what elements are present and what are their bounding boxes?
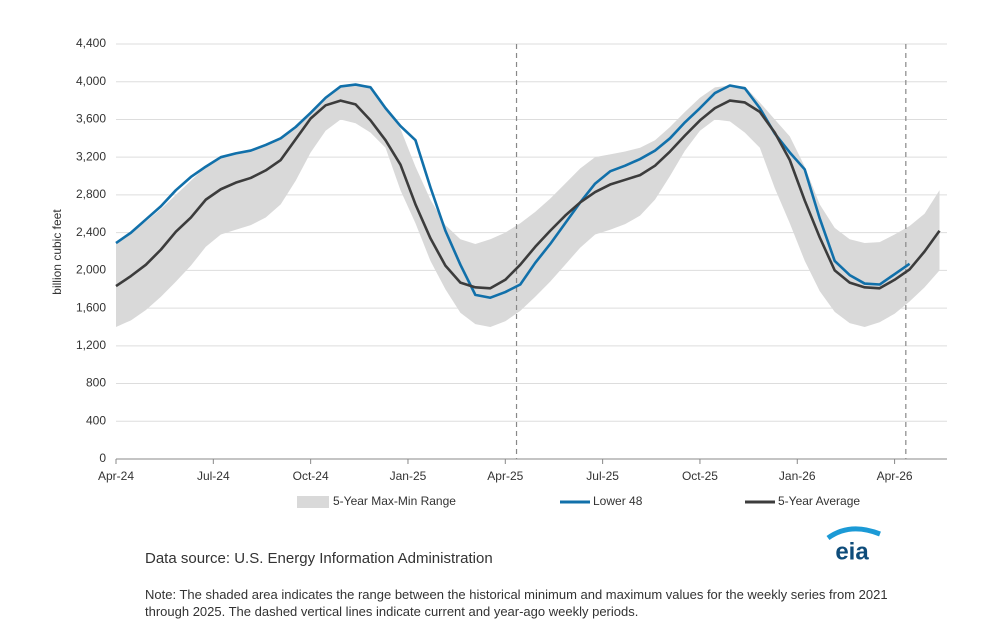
logo-arc: [826, 526, 881, 541]
logo: eia: [835, 538, 869, 565]
y-tick-label: 4,400: [76, 36, 106, 50]
y-tick-label: 3,600: [76, 112, 106, 126]
x-tick-label: Apr-25: [487, 469, 523, 483]
y-tick-label: 800: [86, 376, 106, 390]
y-tick-label: 3,200: [76, 149, 106, 163]
x-tick-label: Jul-25: [586, 469, 619, 483]
y-tick-label: 2,000: [76, 263, 106, 277]
x-tick-label: Oct-25: [682, 469, 718, 483]
x-tick-label: Jan-25: [390, 469, 427, 483]
x-tick-label: Jan-26: [779, 469, 816, 483]
note: Note: The shaded area indicates the rang…: [145, 587, 888, 619]
y-tick-label: 400: [86, 413, 106, 427]
y-tick-label: 2,400: [76, 225, 106, 239]
x-tick-label: Oct-24: [293, 469, 329, 483]
x-tick-label: Apr-26: [877, 469, 913, 483]
legend-swatch: [297, 496, 329, 508]
y-tick-label: 4,000: [76, 74, 106, 88]
range-band: [116, 84, 940, 327]
y-tick-label: 0: [99, 451, 106, 465]
y-tick-label: 1,600: [76, 300, 106, 314]
x-tick-label: Apr-24: [98, 469, 134, 483]
y-axis-label: billion cubic feet: [50, 209, 64, 295]
x-tick-label: Jul-24: [197, 469, 230, 483]
legend-label: 5-Year Max-Min Range: [333, 494, 456, 508]
legend-label: Lower 48: [593, 494, 643, 508]
y-tick-label: 1,200: [76, 338, 106, 352]
series-line: [115, 99, 941, 290]
y-tick-label: 2,800: [76, 187, 106, 201]
legend-label: 5-Year Average: [778, 494, 860, 508]
source: Data source: U.S. Energy Information Adm…: [145, 550, 493, 567]
